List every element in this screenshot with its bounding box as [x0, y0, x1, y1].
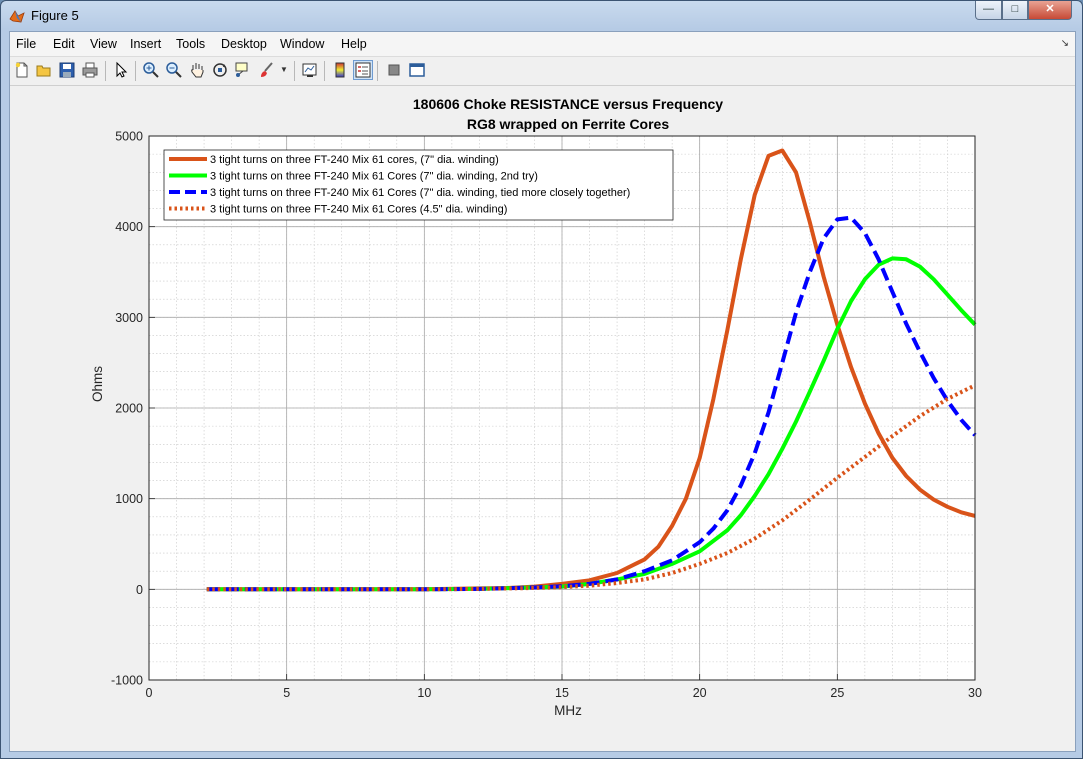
- pan-hand-icon[interactable]: [188, 61, 206, 79]
- series-line-3: [206, 215, 977, 592]
- window-title: Figure 5: [31, 8, 79, 23]
- insert-colorbar-icon[interactable]: [331, 61, 349, 79]
- zoom-out-icon[interactable]: [165, 61, 183, 79]
- link-plot-icon[interactable]: [301, 61, 319, 79]
- x-tick-label: 25: [830, 686, 844, 700]
- series-line-4: [206, 383, 976, 592]
- menu-window[interactable]: Window: [280, 37, 325, 51]
- y-tick-label: 2000: [115, 402, 143, 416]
- brush-dropdown-icon[interactable]: ▼: [280, 65, 288, 74]
- menu-bar: File Edit View Insert Tools Desktop Wind…: [10, 32, 1075, 57]
- legend-entry: 3 tight turns on three FT-240 Mix 61 Cor…: [210, 171, 538, 183]
- menu-insert[interactable]: Insert: [130, 37, 162, 51]
- y-axis-label: Ohms: [90, 366, 105, 402]
- menu-view[interactable]: View: [90, 37, 117, 51]
- legend-entry: 3 tight turns on three FT-240 Mix 61 Cor…: [210, 204, 507, 216]
- toolbar-separator: [294, 61, 295, 81]
- y-tick-label: -1000: [111, 674, 143, 688]
- chart[interactable]: 0 5 10 15 20 25 30-100001000200030004000500018…: [10, 86, 1075, 751]
- x-tick-label: 10: [417, 686, 431, 700]
- toolbar-separator: [377, 61, 378, 81]
- toolbar: ▼: [10, 57, 1075, 86]
- close-button[interactable]: ✕: [1028, 1, 1072, 20]
- matlab-icon: [9, 10, 25, 23]
- figure-area: 0 5 10 15 20 25 30 -1000 0 1000 2000 3000 4000 5000 18…: [10, 86, 1075, 751]
- x-tick-label: 5: [283, 686, 290, 700]
- legend-entry: 3 tight turns on three FT-240 Mix 61 cor…: [210, 154, 499, 166]
- save-icon[interactable]: [58, 61, 76, 79]
- axes-box: [148, 135, 976, 681]
- chart-title: 180606 Choke RESISTANCE versus Frequency: [413, 96, 723, 112]
- menu-desktop[interactable]: Desktop: [221, 37, 267, 51]
- title-bar[interactable]: Figure 5 — □ ✕: [1, 1, 1082, 31]
- y-tick-label: 3000: [115, 311, 143, 325]
- new-figure-icon[interactable]: [13, 61, 31, 79]
- maximize-button[interactable]: □: [1002, 1, 1028, 20]
- dock-arrow-icon[interactable]: ↘: [1060, 38, 1069, 49]
- x-tick-label: 30: [968, 686, 982, 700]
- y-tick-label: 4000: [115, 220, 143, 234]
- figure-client: File Edit View Insert Tools Desktop Wind…: [9, 31, 1076, 752]
- toolbar-separator: [105, 61, 106, 81]
- x-tick-label: 20: [693, 686, 707, 700]
- print-icon[interactable]: [81, 61, 99, 79]
- pointer-arrow-icon[interactable]: [112, 61, 130, 79]
- y-tick-label: 5000: [115, 130, 143, 144]
- menu-tools[interactable]: Tools: [176, 37, 206, 51]
- menu-help[interactable]: Help: [341, 37, 367, 51]
- menu-file[interactable]: File: [16, 37, 37, 51]
- minimize-button[interactable]: —: [975, 1, 1002, 20]
- legend-entry: 3 tight turns on three FT-240 Mix 61 Cor…: [210, 187, 630, 199]
- toolbar-separator: [135, 61, 136, 81]
- open-folder-icon[interactable]: [35, 61, 53, 79]
- x-axis-label: MHz: [554, 703, 582, 718]
- hide-plot-tools-icon[interactable]: [385, 61, 403, 79]
- chart-subtitle: RG8 wrapped on Ferrite Cores: [467, 116, 669, 132]
- menu-edit[interactable]: Edit: [53, 37, 75, 51]
- zoom-in-icon[interactable]: [142, 61, 160, 79]
- brush-icon[interactable]: [258, 61, 276, 79]
- rotate-3d-icon[interactable]: [211, 61, 229, 79]
- insert-legend-icon[interactable]: [353, 60, 373, 80]
- y-tick-label: 1000: [115, 492, 143, 506]
- data-cursor-icon[interactable]: [234, 61, 252, 79]
- y-tick-label: 0: [136, 583, 143, 597]
- toolbar-separator: [324, 61, 325, 81]
- legend-box: [163, 149, 674, 221]
- show-plot-tools-icon[interactable]: [408, 61, 426, 79]
- x-tick-label: 15: [555, 686, 569, 700]
- x-tick-label: 0: [146, 686, 153, 700]
